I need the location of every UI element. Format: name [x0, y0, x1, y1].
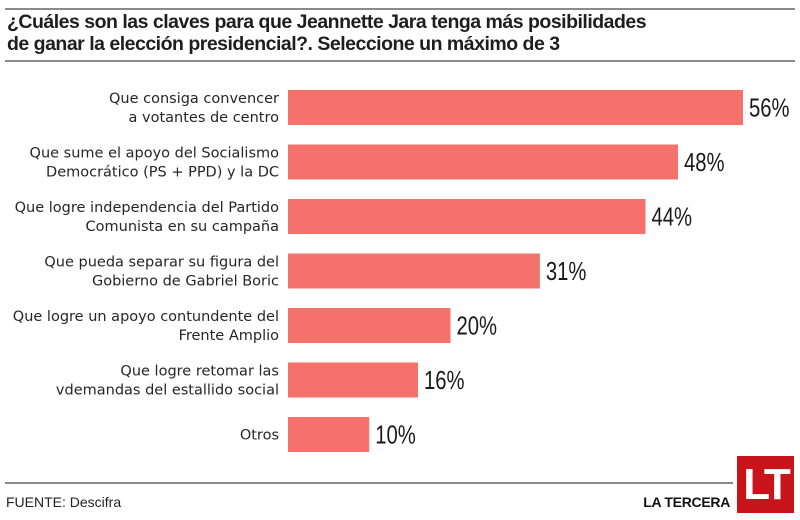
- la-tercera-logo: LT: [737, 456, 794, 513]
- bar-group: 44% Que logre independencia del Partido Co…: [15, 199, 692, 235]
- category-label: Que logre independencia del Partido: [15, 200, 279, 216]
- bar-group: 20% Que logre un apoyo contundente del Fre…: [13, 308, 497, 344]
- bar-group: 31% Que pueda separar su figura del Gobier…: [44, 253, 587, 290]
- category-label: a votantes de centro: [129, 110, 280, 126]
- chart-title: ¿Cuáles son las claves para que Jeannett…: [7, 11, 787, 55]
- value-label: 20%: [457, 311, 498, 340]
- category-label: Comunista en su campaña: [86, 219, 279, 235]
- value-label: 56%: [749, 93, 790, 122]
- bar-group: 10% Otros: [240, 417, 416, 452]
- top-rule: [5, 8, 795, 10]
- source-note: FUENTE: Descifra: [6, 494, 122, 510]
- category-label: Que logre un apoyo contundente del: [13, 309, 279, 325]
- value-label: 31%: [546, 257, 587, 286]
- title-rule: [5, 60, 795, 62]
- value-label: 48%: [684, 148, 725, 177]
- category-label: Que sume el apoyo del Socialismo: [30, 146, 280, 162]
- value-label: 10%: [375, 420, 416, 449]
- bar: [288, 362, 418, 398]
- bar-chart: 56% Que consiga convencer a votantes de ce…: [13, 90, 790, 452]
- category-label: vdemandas del estallido social: [56, 383, 279, 399]
- value-label: 16%: [424, 366, 465, 395]
- category-label: Que logre retomar las: [120, 364, 279, 380]
- category-label: Gobierno de Gabriel Boric: [92, 274, 279, 290]
- value-label: 44%: [652, 202, 693, 231]
- bar: [288, 308, 451, 343]
- category-label: Que consiga convencer: [109, 91, 279, 107]
- category-label: Frente Amplio: [179, 328, 280, 344]
- category-label: Que pueda separar su figura del: [44, 255, 279, 271]
- bar: [288, 144, 678, 180]
- bar: [288, 199, 646, 234]
- bar: [288, 417, 370, 452]
- chart-title-line-2: de ganar la elección presidencial?. Sele…: [7, 33, 560, 55]
- bar-group: 16% Que logre retomar las vdemandas del es…: [56, 362, 465, 399]
- bar: [288, 253, 540, 289]
- chart-title-line-1: ¿Cuáles son las claves para que Jeannett…: [7, 11, 647, 33]
- brand-name: LA TERCERA: [643, 494, 730, 510]
- category-label: Otros: [240, 428, 279, 444]
- bar-group: 56% Que consiga convencer a votantes de ce…: [109, 90, 790, 126]
- category-label: Democrático (PS + PPD) y la DC: [46, 165, 279, 181]
- footer-rule: [5, 482, 733, 484]
- bar-group: 48% Que sume el apoyo del Socialismo Democ…: [30, 144, 725, 181]
- bar: [288, 90, 743, 125]
